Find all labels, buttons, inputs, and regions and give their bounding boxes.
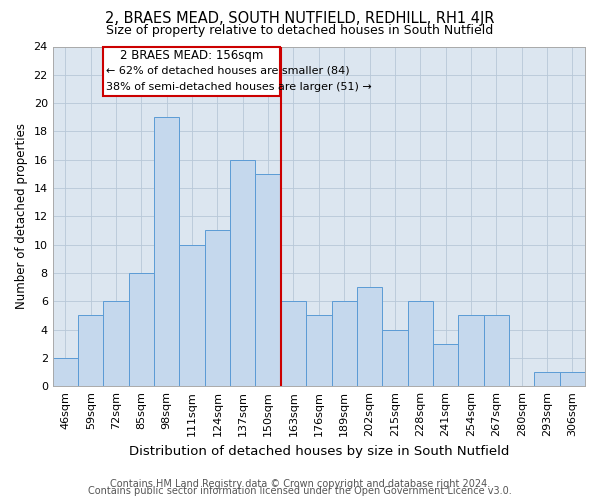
Bar — [484, 316, 509, 386]
Bar — [407, 302, 433, 386]
Bar — [560, 372, 585, 386]
FancyBboxPatch shape — [103, 46, 280, 96]
Bar — [281, 302, 306, 386]
Bar — [306, 316, 332, 386]
Bar — [103, 302, 129, 386]
Text: 2 BRAES MEAD: 156sqm: 2 BRAES MEAD: 156sqm — [120, 48, 263, 62]
Bar — [230, 160, 256, 386]
Y-axis label: Number of detached properties: Number of detached properties — [15, 124, 28, 310]
Bar — [78, 316, 103, 386]
Bar — [458, 316, 484, 386]
Bar — [129, 273, 154, 386]
Bar — [154, 118, 179, 386]
Bar — [205, 230, 230, 386]
Text: Contains HM Land Registry data © Crown copyright and database right 2024.: Contains HM Land Registry data © Crown c… — [110, 479, 490, 489]
Text: Size of property relative to detached houses in South Nutfield: Size of property relative to detached ho… — [106, 24, 494, 37]
Text: Contains public sector information licensed under the Open Government Licence v3: Contains public sector information licen… — [88, 486, 512, 496]
Bar — [179, 244, 205, 386]
Bar — [382, 330, 407, 386]
Text: 38% of semi-detached houses are larger (51) →: 38% of semi-detached houses are larger (… — [106, 82, 371, 92]
Bar — [433, 344, 458, 386]
Text: ← 62% of detached houses are smaller (84): ← 62% of detached houses are smaller (84… — [106, 66, 350, 76]
Bar — [256, 174, 281, 386]
Bar — [357, 287, 382, 386]
Bar — [535, 372, 560, 386]
X-axis label: Distribution of detached houses by size in South Nutfield: Distribution of detached houses by size … — [128, 444, 509, 458]
Text: 2, BRAES MEAD, SOUTH NUTFIELD, REDHILL, RH1 4JR: 2, BRAES MEAD, SOUTH NUTFIELD, REDHILL, … — [105, 12, 495, 26]
Bar — [53, 358, 78, 386]
Bar — [332, 302, 357, 386]
